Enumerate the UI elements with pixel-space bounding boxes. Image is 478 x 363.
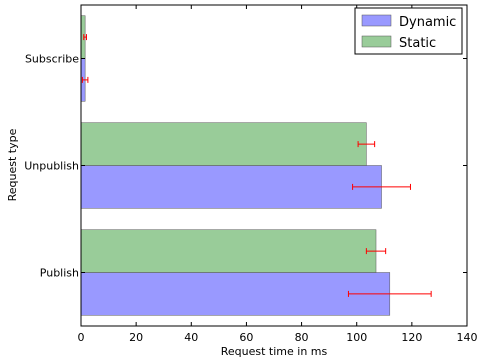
bar-dynamic-unpublish <box>80 165 382 209</box>
x-tick-label-0: 0 <box>78 331 85 344</box>
x-tick-label-120: 120 <box>401 331 422 344</box>
legend-label-static: Static <box>399 36 436 51</box>
error-bars-layer <box>81 34 432 297</box>
bar-static-publish <box>80 229 377 273</box>
bar-dynamic-publish <box>80 272 391 316</box>
y-axis: Publish Unpublish Subscribe <box>24 53 467 280</box>
legend-label-dynamic: Dynamic <box>399 15 456 30</box>
legend: Dynamic Static <box>354 7 463 55</box>
x-axis-label: Request time in ms <box>221 345 328 358</box>
y-tick-label-subscribe: Subscribe <box>25 53 79 66</box>
legend-swatch-static <box>361 35 392 48</box>
x-tick-label-60: 60 <box>239 331 253 344</box>
y-tick-label-publish: Publish <box>40 267 79 280</box>
x-tick-label-40: 40 <box>184 331 198 344</box>
x-tick-label-20: 20 <box>129 331 143 344</box>
x-tick-label-100: 100 <box>346 331 367 344</box>
bar-static-unpublish <box>80 122 367 166</box>
y-tick-label-unpublish: Unpublish <box>24 160 79 173</box>
y-axis-label: Request type <box>6 128 19 201</box>
x-axis: 0 20 40 60 80 100 120 140 <box>78 5 478 344</box>
x-tick-label-80: 80 <box>295 331 309 344</box>
legend-swatch-dynamic <box>361 14 392 27</box>
bars-layer <box>80 15 391 316</box>
x-tick-label-140: 140 <box>457 331 478 344</box>
